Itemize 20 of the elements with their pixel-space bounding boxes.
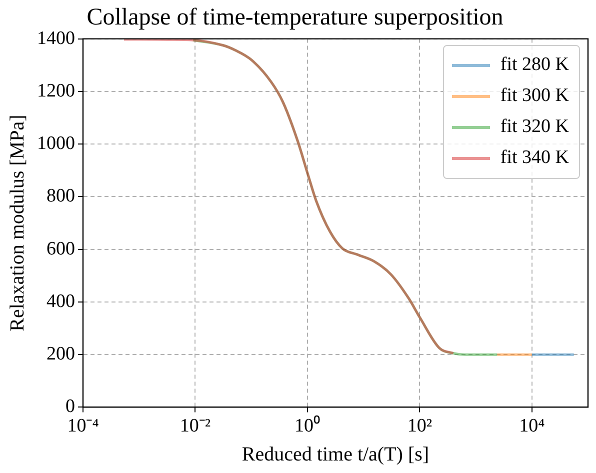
x-tick-label: 10⁴ bbox=[519, 416, 546, 437]
y-tick-label: 400 bbox=[46, 290, 75, 312]
legend-label: fit 320 K bbox=[500, 116, 569, 138]
y-tick-label: 800 bbox=[46, 186, 75, 207]
y-tick-label: 0 bbox=[66, 396, 75, 418]
legend-label: fit 280 K bbox=[500, 54, 569, 76]
x-tick-label: 10² bbox=[407, 416, 432, 437]
y-axis-title: Relaxation modulus [MPa] bbox=[6, 114, 28, 332]
y-tick-label: 200 bbox=[46, 344, 75, 365]
legend-label: fit 340 K bbox=[500, 147, 569, 170]
y-tick-label: 1000 bbox=[37, 133, 75, 154]
x-tick-label: 10⁻² bbox=[180, 416, 211, 437]
y-tick-label: 1200 bbox=[37, 80, 75, 102]
chart-title: Collapse of time-temperature superposition bbox=[86, 4, 504, 31]
y-tick-label: 600 bbox=[46, 238, 75, 260]
legend-label: fit 300 K bbox=[500, 85, 569, 108]
x-tick-label: 10⁻⁴ bbox=[67, 416, 100, 437]
x-tick-label: 10⁰ bbox=[294, 414, 320, 437]
y-tick-label: 1400 bbox=[37, 28, 75, 49]
x-axis-title: Reduced time t/a(T) [s] bbox=[242, 443, 430, 466]
